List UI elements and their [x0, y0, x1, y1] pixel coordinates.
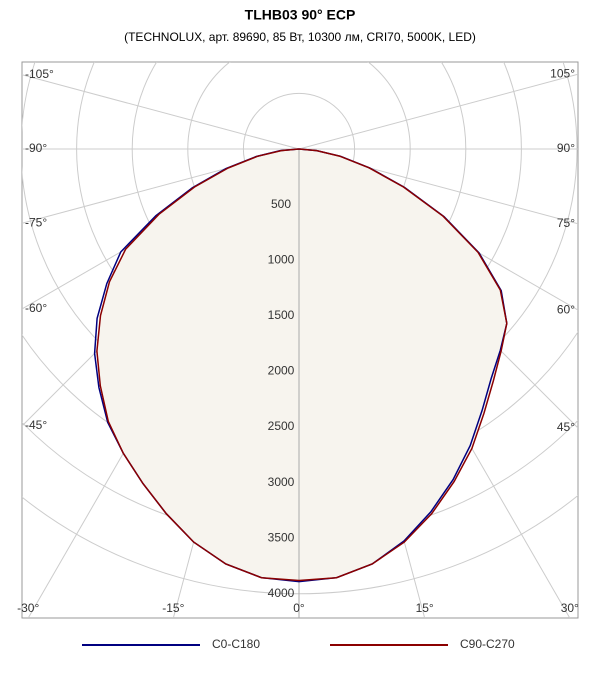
labels: -105° -90° -75° -60° -45° -30° -15° 0° 15° 30° 45°… [17, 66, 579, 615]
area-fill [96, 149, 507, 581]
angle-tick-label: -45° [25, 418, 47, 432]
angle-tick-label: 60° [557, 302, 575, 316]
legend-label: C90-C270 [460, 637, 515, 651]
angle-tick-label: 90° [557, 141, 575, 155]
angle-tick-label: 105° [550, 66, 575, 80]
angle-tick-label: 30° [561, 601, 579, 615]
r-tick-label: 1500 [268, 308, 295, 322]
angle-tick-label: 45° [557, 420, 575, 434]
curve [96, 148, 508, 582]
angle-tick-label: 15° [416, 601, 434, 615]
r-tick-label: 500 [271, 197, 291, 211]
r-tick-label: 4000 [268, 586, 295, 600]
legend-label: C0-C180 [212, 637, 260, 651]
angle-tick-label: 0° [293, 601, 305, 615]
r-tick-label: 3500 [268, 530, 295, 544]
grid-spoke [22, 74, 300, 150]
plot-area [22, 62, 578, 618]
r-tick-label: 3000 [268, 475, 295, 489]
angle-tick-label: -30° [17, 601, 39, 615]
angle-tick-label: -75° [25, 215, 47, 229]
angle-tick-label: -105° [25, 67, 54, 81]
r-tick-label: 2000 [268, 364, 295, 378]
r-tick-label: 2500 [268, 419, 295, 433]
r-tick-label: 1000 [268, 252, 295, 266]
angle-tick-label: -90° [25, 141, 47, 155]
chart-title: TLHB03 90° ECP [245, 7, 356, 23]
angle-tick-label: -15° [162, 601, 184, 615]
chart-subtitle: (TECHNOLUX, арт. 89690, 85 Вт, 10300 лм,… [124, 30, 476, 44]
angle-tick-label: -60° [25, 301, 47, 315]
angle-tick-label: 75° [557, 216, 575, 230]
grid-spoke [298, 73, 578, 150]
